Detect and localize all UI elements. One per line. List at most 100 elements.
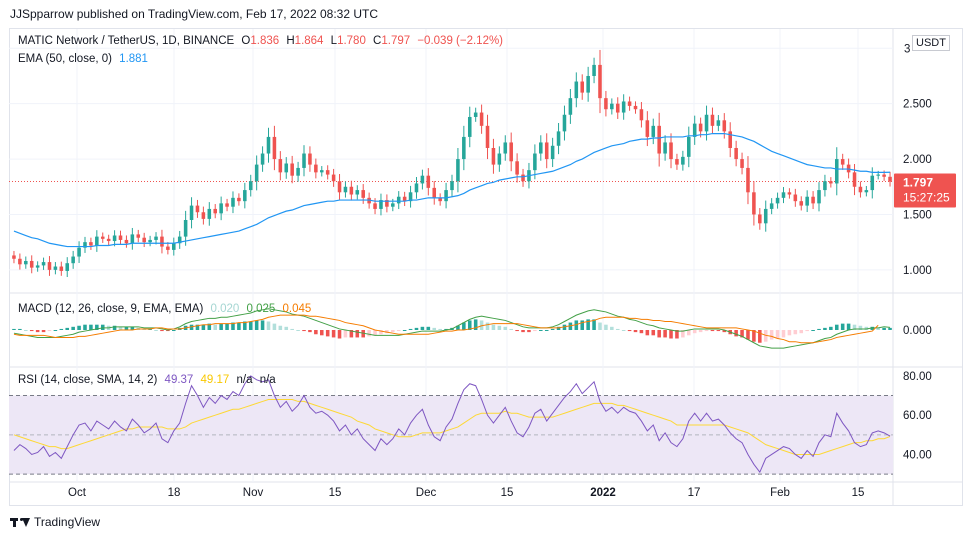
candle-body xyxy=(823,181,827,191)
macd-histogram-bar xyxy=(781,330,786,338)
macd-histogram-bar xyxy=(41,330,46,333)
rsi-na-1: n/a xyxy=(236,374,253,386)
footer-brand[interactable]: TradingView xyxy=(10,515,100,529)
macd-histogram-bar xyxy=(379,330,383,335)
candle-body xyxy=(331,174,336,182)
macd-histogram-bar xyxy=(35,330,40,333)
macd-histogram-bar xyxy=(195,324,200,330)
candle-body xyxy=(47,262,52,270)
candle-body xyxy=(391,203,395,207)
macd-histogram-bar xyxy=(704,330,709,332)
macd-histogram-bar xyxy=(237,322,241,330)
close-label: C xyxy=(373,35,382,47)
macd-series-line xyxy=(13,308,891,349)
candle-body xyxy=(95,236,99,246)
macd-histogram-bar xyxy=(467,320,472,330)
macd-histogram-bar xyxy=(651,330,656,336)
macd-histogram-bar xyxy=(799,330,804,334)
candle-body xyxy=(213,208,217,214)
candle-body xyxy=(621,101,626,113)
candle-body xyxy=(201,212,206,219)
macd-histogram-bar xyxy=(604,324,608,330)
macd-histogram-bar xyxy=(290,328,294,330)
candle-body xyxy=(556,131,561,146)
macd-histogram-bar xyxy=(858,325,863,330)
candle-body xyxy=(728,131,732,148)
candle-body xyxy=(106,238,111,242)
macd-label[interactable]: MACD (12, 26, close, 9, EMA, EMA) xyxy=(18,303,204,315)
candle-body xyxy=(130,234,135,244)
macd-histogram-bar xyxy=(568,322,573,330)
macd-histogram-bar xyxy=(456,325,460,330)
candle-body xyxy=(100,236,105,239)
candle-body xyxy=(195,205,200,213)
publisher-line: JJSpparrow published on TradingView.com,… xyxy=(10,7,378,21)
rsi-label[interactable]: RSI (14, close, SMA, 14, 2) xyxy=(18,374,158,386)
macd-histogram-bar xyxy=(710,330,715,332)
candle-body xyxy=(811,196,815,204)
macd-histogram-bar xyxy=(491,324,496,330)
macd-histogram-bar xyxy=(692,330,697,334)
candle-body xyxy=(544,142,549,160)
macd-histogram-bar xyxy=(219,323,223,330)
macd-histogram-bar xyxy=(562,324,567,330)
candle-body xyxy=(639,109,644,121)
x-tick-label: Nov xyxy=(243,487,264,499)
macd-histogram-bar xyxy=(485,322,490,330)
candle-body xyxy=(858,186,863,193)
macd-histogram-bar xyxy=(870,326,875,330)
candle-body xyxy=(888,176,892,182)
candle-body xyxy=(533,153,537,171)
candle-body xyxy=(758,214,762,224)
ema-series-line xyxy=(13,132,891,248)
macd-histogram-bar xyxy=(361,330,365,338)
candle-body xyxy=(420,175,425,184)
symbol-label[interactable]: MATIC Network / TetherUS, 1D, BINANCE xyxy=(18,35,235,47)
candle-body xyxy=(615,103,620,113)
macd-histogram-bar xyxy=(698,330,703,333)
macd-histogram-bar xyxy=(130,326,135,330)
currency-button[interactable]: USDT xyxy=(912,35,950,51)
candle-body xyxy=(59,266,64,271)
candle-body xyxy=(337,181,342,193)
rsi-legend: RSI (14, close, SMA, 14, 2) 49.37 49.17 … xyxy=(18,374,280,386)
price-tick-label: 2.000 xyxy=(903,154,932,166)
macd-histogram-bar xyxy=(95,324,99,330)
macd-histogram-bar xyxy=(77,325,81,330)
macd-line-value: 0.025 xyxy=(246,303,276,315)
candle-body xyxy=(598,64,602,99)
macd-histogram-bar xyxy=(213,324,217,330)
candle-body xyxy=(71,256,75,264)
candle-body xyxy=(633,105,638,110)
macd-histogram-bar xyxy=(669,330,673,339)
candle-body xyxy=(166,246,170,250)
price-tag-countdown: 15:27:25 xyxy=(903,191,950,205)
candle-body xyxy=(746,167,750,193)
macd-histogram-bar xyxy=(734,330,738,337)
macd-histogram-bar xyxy=(716,330,721,332)
macd-tick-label: 0.000 xyxy=(903,325,932,337)
macd-histogram-bar xyxy=(840,323,845,330)
ema-value: 1.881 xyxy=(119,53,148,65)
candle-body xyxy=(24,260,28,265)
candle-body xyxy=(805,196,809,206)
rsi-na-2: n/a xyxy=(259,374,276,386)
candle-body xyxy=(787,192,792,195)
rsi-value: 49.37 xyxy=(164,374,194,386)
macd-pane xyxy=(12,308,892,349)
candle-body xyxy=(882,174,886,177)
candle-body xyxy=(408,192,413,202)
macd-histogram-bar xyxy=(426,326,431,330)
candle-body xyxy=(414,183,419,193)
macd-histogram-bar xyxy=(544,330,549,331)
macd-histogram-bar xyxy=(852,324,857,330)
candle-body xyxy=(509,142,513,162)
macd-histogram-bar xyxy=(29,330,34,332)
candle-body xyxy=(18,258,22,265)
macd-hist-value: 0.020 xyxy=(210,303,240,315)
macd-histogram-bar xyxy=(160,330,164,332)
ema-label[interactable]: EMA (50, close, 0) xyxy=(18,53,112,65)
change-value: −0.039 (−2.12%) xyxy=(417,35,504,47)
tradingview-logo-icon xyxy=(10,516,30,528)
